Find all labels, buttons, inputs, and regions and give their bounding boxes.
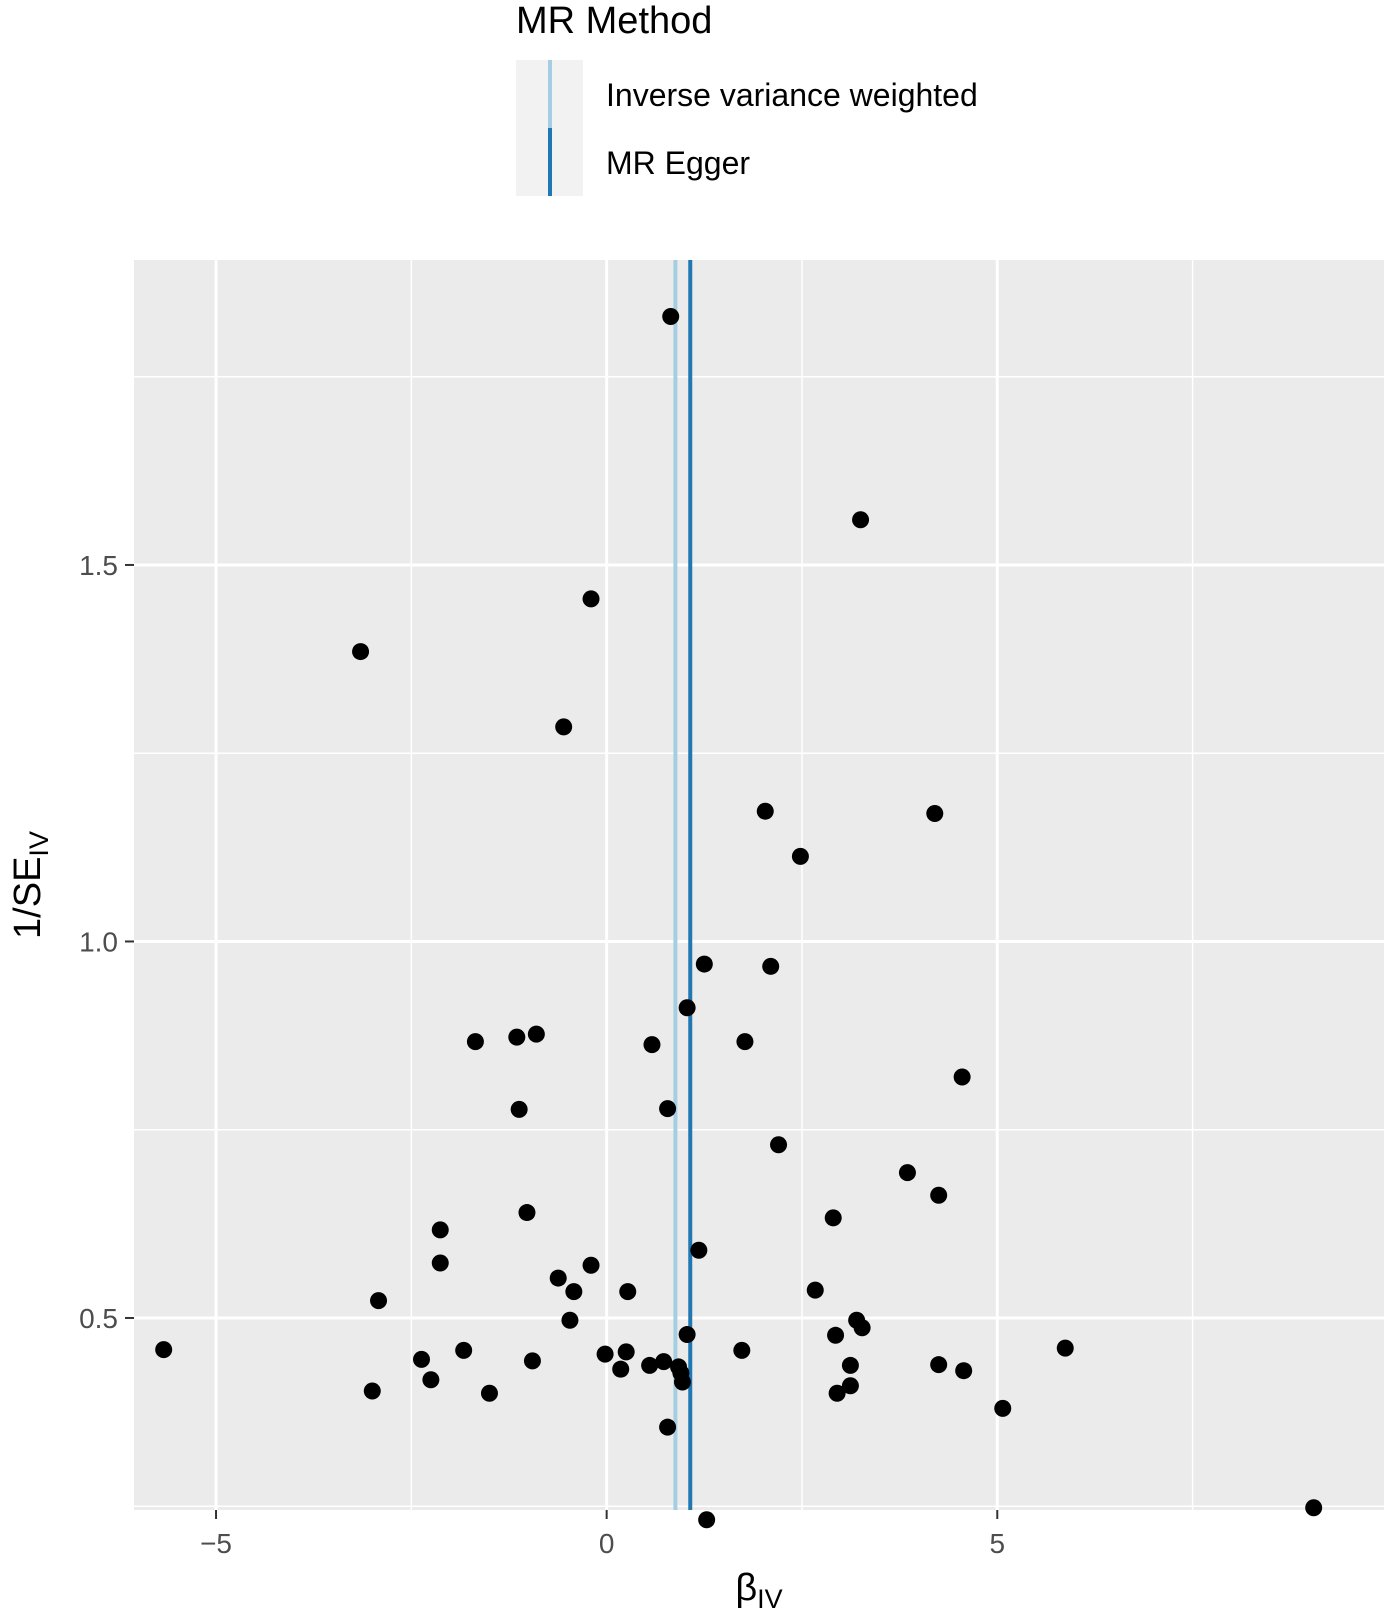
data-point-20 [898,1164,916,1182]
data-point-1 [852,511,870,529]
data-point-7 [791,847,809,865]
data-point-50 [930,1356,948,1374]
y-tick-label-2: 1.5 [79,550,118,581]
data-point-59 [828,1384,846,1402]
data-point-11 [527,1025,545,1043]
data-point-24 [431,1221,449,1239]
data-point-39 [455,1341,473,1359]
method-lines [673,260,693,1510]
data-point-10 [678,999,696,1017]
y-tick-label-0: 0.5 [79,1303,118,1334]
data-point-14 [643,1036,661,1054]
data-point-37 [827,1326,845,1344]
x-axis-title-main: β [735,1567,757,1609]
data-point-15 [736,1033,754,1051]
data-point-29 [565,1283,583,1301]
legend-title: MR Method [516,0,712,42]
x-axis-title-sub: IV [757,1584,783,1613]
data-point-3 [352,643,370,661]
data-point-23 [824,1209,842,1227]
y-axis: 0.5 1.0 1.5 [79,550,134,1334]
data-point-30 [619,1283,637,1301]
data-point-35 [853,1319,871,1337]
data-point-0 [662,307,680,325]
x-axis: −5 0 5 [200,1510,1005,1559]
x-tick-label-2: 5 [989,1528,1005,1559]
y-axis-title-sub: IV [24,831,54,857]
plot-panel [134,260,1384,1510]
data-point-36 [678,1326,696,1344]
data-point-17 [510,1100,528,1118]
legend-key-ivw [548,60,552,128]
data-point-54 [422,1371,440,1389]
data-point-33 [561,1311,579,1329]
data-point-32 [370,1292,388,1310]
data-point-27 [582,1256,600,1274]
data-point-51 [612,1360,630,1378]
x-tick-label-0: −5 [200,1528,232,1559]
x-tick-label-1: 0 [599,1528,615,1559]
data-point-21 [930,1186,948,1204]
data-points [155,307,1323,1529]
data-point-18 [659,1100,677,1118]
legend-label-mr-egger: MR Egger [606,145,750,181]
data-point-44 [413,1350,430,1368]
legend-label-ivw: Inverse variance weighted [606,77,978,113]
data-point-41 [733,1341,751,1359]
data-point-53 [955,1362,973,1380]
data-point-61 [659,1418,677,1436]
data-point-38 [155,1341,173,1359]
data-point-19 [770,1136,788,1154]
y-axis-title-main: 1/SE [7,857,49,939]
legend: MR Method Inverse variance weighted MR E… [516,0,978,196]
data-point-57 [363,1382,381,1400]
data-point-31 [806,1281,824,1299]
data-point-46 [655,1353,673,1371]
grid-major [134,260,1384,1510]
data-point-26 [431,1254,449,1272]
data-point-12 [508,1028,526,1046]
data-point-22 [518,1204,536,1222]
data-point-25 [690,1241,708,1259]
y-tick-label-1: 1.0 [79,926,118,957]
x-axis-title: βIV [735,1567,782,1613]
data-point-42 [1056,1339,1074,1357]
data-point-9 [762,957,780,975]
grid-minor [134,260,1384,1510]
data-point-13 [466,1033,484,1051]
data-point-55 [673,1373,691,1391]
data-point-56 [841,1377,859,1395]
data-point-16 [953,1068,971,1086]
data-point-5 [756,802,774,820]
data-point-49 [841,1356,859,1374]
legend-key-mr-egger [548,128,552,196]
data-point-40 [617,1343,635,1361]
data-point-8 [695,955,713,973]
data-point-63 [698,1511,716,1529]
data-point-4 [555,718,573,736]
data-point-47 [641,1356,659,1374]
data-point-2 [582,590,600,608]
data-point-43 [596,1345,614,1363]
data-point-28 [549,1269,567,1287]
data-point-62 [1305,1499,1323,1517]
data-point-58 [480,1384,498,1402]
y-axis-title: 1/SEIV [7,831,54,939]
data-point-60 [994,1399,1012,1417]
data-point-45 [523,1352,541,1370]
data-point-6 [926,804,944,822]
